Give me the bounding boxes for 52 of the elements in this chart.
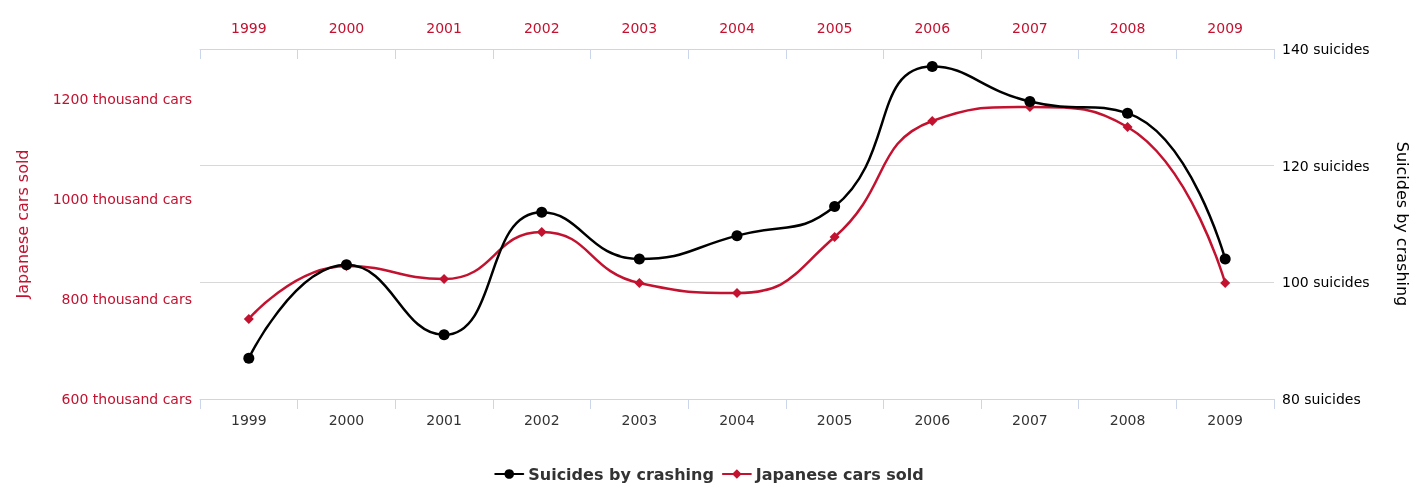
category-label: 2005	[816, 20, 853, 36]
y2-tick-label: 120 suicides	[1282, 157, 1370, 174]
point	[536, 227, 547, 237]
y-axis-title: Japanese cars sold	[12, 149, 32, 300]
point	[1220, 278, 1231, 288]
y2-tick-label: 100 suicides	[1282, 274, 1370, 291]
y-tick-label: 800 thousand cars	[61, 291, 192, 307]
point	[633, 253, 645, 265]
x-tick-label: 2004	[719, 412, 755, 428]
point	[438, 329, 450, 341]
category-label: 2007	[1012, 20, 1048, 36]
x-tick-label: 2007	[1012, 412, 1048, 428]
x-tick-label: 2000	[328, 412, 365, 428]
point	[829, 201, 841, 212]
point	[1122, 122, 1133, 132]
point	[243, 314, 254, 324]
x-tick-label: 2006	[914, 412, 951, 428]
category-label: 2004	[719, 20, 755, 36]
x-tick-label: 2001	[426, 412, 462, 428]
x-tick-label: 2003	[621, 412, 658, 428]
y2-tick-label: 80 suicides	[1282, 391, 1361, 407]
category-label: 2000	[328, 20, 365, 36]
y-tick-label: 1200 thousand cars	[52, 91, 192, 107]
legend-label: Suicides by crashing	[528, 464, 714, 484]
point	[732, 288, 742, 298]
point	[927, 116, 938, 126]
point	[536, 206, 548, 218]
y2-tick-label: 140 suicides	[1282, 41, 1370, 57]
x-tick-label: 2005	[816, 412, 853, 428]
category-label: 2008	[1109, 20, 1146, 36]
point	[243, 352, 255, 364]
point	[1024, 96, 1036, 107]
y-tick-label: 1000 thousand cars	[52, 191, 192, 207]
point	[731, 230, 743, 242]
x-tick-label: 2009	[1207, 412, 1243, 428]
point	[1122, 107, 1134, 119]
category-label: 2006	[914, 20, 951, 36]
x-tick-label: 2008	[1109, 412, 1146, 428]
category-label: 2002	[523, 20, 560, 36]
legend-label: Japanese cars sold	[754, 464, 924, 484]
category-label: 1999	[231, 20, 267, 36]
point	[634, 278, 645, 288]
x-tick-label: 1999	[231, 412, 267, 428]
category-label: 2009	[1207, 20, 1243, 36]
y2-axis-title: Suicides by crashing	[1392, 141, 1412, 307]
point	[1219, 253, 1231, 265]
point	[926, 61, 938, 72]
category-label: 2001	[426, 20, 462, 36]
x-tick-label: 2002	[523, 412, 560, 428]
category-label: 2003	[621, 20, 658, 36]
point	[829, 232, 840, 242]
y-tick-label: 600 thousand cars	[61, 391, 192, 407]
